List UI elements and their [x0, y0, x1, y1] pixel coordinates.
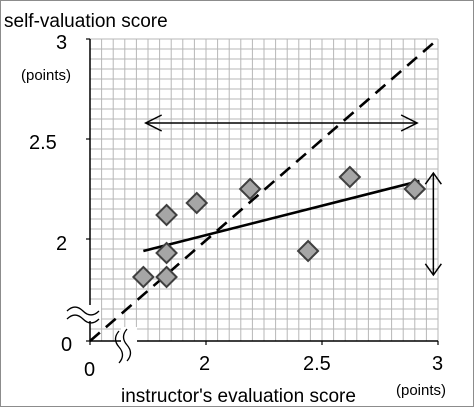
- data-point-marker: [338, 165, 362, 189]
- data-point-marker: [296, 239, 320, 263]
- y-axis-break-mark: [66, 314, 100, 324]
- y-tick-label-3: 3: [56, 32, 67, 54]
- axes: [66, 38, 439, 367]
- x-origin-label: 0: [84, 359, 95, 381]
- y-axis-unit: (points): [21, 67, 71, 84]
- y-tick-label-2-5: 2.5: [29, 132, 57, 154]
- x-axis-label: instructor's evaluation score: [121, 386, 356, 406]
- x-axis-break-mark: [114, 330, 124, 364]
- chart-title: self-valuation score: [4, 11, 168, 32]
- arrow-head: [144, 114, 163, 132]
- x-tick-label-3: 3: [432, 353, 443, 375]
- y-tick-label-2: 2: [56, 233, 67, 255]
- data-points: [131, 165, 427, 289]
- data-point-marker: [185, 191, 209, 215]
- data-point-marker: [131, 265, 155, 289]
- arrow-head: [400, 114, 419, 132]
- data-point-marker: [403, 177, 427, 201]
- data-point-marker: [155, 265, 178, 289]
- identity-line: [89, 38, 439, 342]
- trend-lines: [89, 38, 439, 342]
- x-tick-label-2-5: 2.5: [303, 353, 331, 375]
- x-axis-unit: (points): [396, 382, 446, 399]
- regression-line: [143, 179, 420, 253]
- data-point-marker: [238, 177, 262, 201]
- annotation-arrows: [144, 114, 442, 277]
- y-axis-break-gap: [67, 305, 101, 321]
- x-tick-label-2: 2: [199, 353, 210, 375]
- y-origin-label: 0: [61, 334, 72, 356]
- arrow-head: [424, 263, 442, 277]
- y-axis-break-mark: [66, 306, 100, 316]
- data-point-marker: [155, 241, 178, 265]
- x-axis-break-mark: [122, 328, 132, 362]
- arrow-head: [424, 171, 442, 185]
- data-point-marker: [155, 203, 178, 227]
